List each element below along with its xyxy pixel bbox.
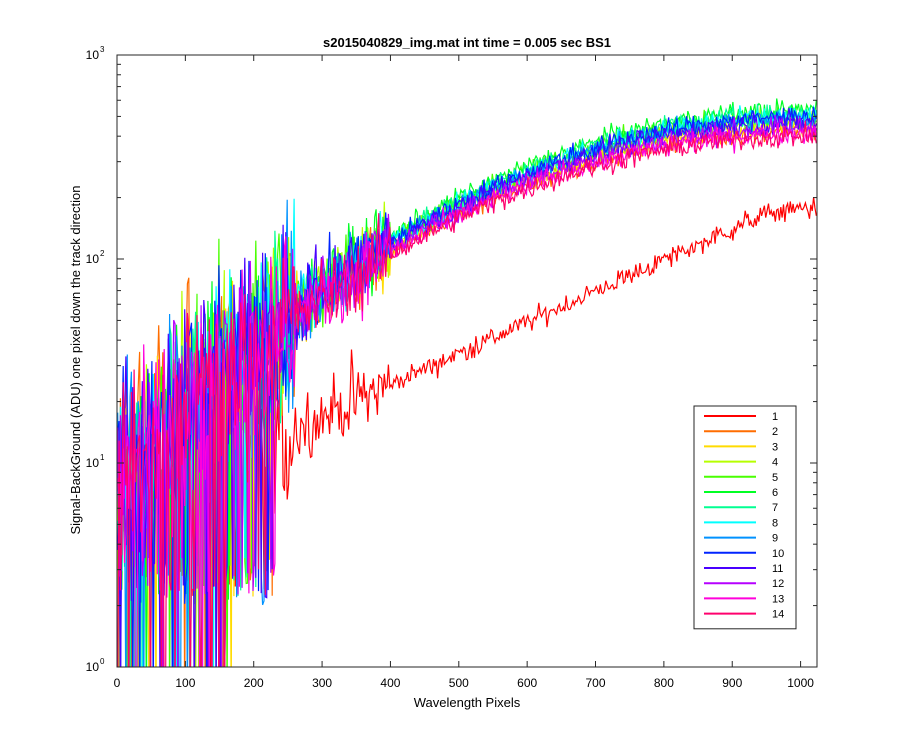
legend-label-7: 7 [772,502,778,514]
y-tick-label: 10 [86,252,100,266]
legend-label-9: 9 [772,533,778,545]
legend-label-5: 5 [772,472,778,484]
x-tick-label: 500 [449,676,469,690]
legend-label-1: 1 [772,411,778,423]
legend-label-14: 14 [772,609,784,621]
legend-label-10: 10 [772,548,784,560]
legend-label-8: 8 [772,517,778,529]
x-tick-label: 800 [654,676,674,690]
series-line-11 [117,108,817,667]
series-line-13 [117,122,817,667]
x-tick-label: 700 [586,676,606,690]
x-tick-label: 300 [312,676,332,690]
legend-label-11: 11 [772,563,783,575]
legend-label-4: 4 [772,457,778,469]
legend-label-12: 12 [772,578,784,590]
series-line-14 [117,120,817,667]
x-tick-label: 900 [722,676,742,690]
y-tick-label: 10 [86,456,100,470]
x-tick-label: 1000 [787,676,814,690]
x-tick-label: 400 [380,676,400,690]
legend-box [693,405,797,630]
y-tick-exponent: 2 [100,249,105,258]
legend-label-13: 13 [772,593,784,605]
y-axis-label: Signal-BackGround (ADU) one pixel down t… [68,185,83,534]
chart-title: s2015040829_img.mat int time = 0.005 sec… [323,35,611,50]
y-tick-label: 10 [86,48,100,62]
legend-label-6: 6 [772,487,778,499]
y-tick-exponent: 3 [100,45,105,54]
y-tick-exponent: 0 [100,657,105,666]
axes-box [116,54,818,668]
x-tick-label: 600 [517,676,537,690]
x-tick-label: 0 [114,676,121,690]
x-tick-label: 200 [244,676,264,690]
x-axis-label: Wavelength Pixels [414,695,521,710]
legend-label-3: 3 [772,441,778,453]
legend-label-2: 2 [772,426,778,438]
series-group [117,98,817,667]
y-tick-label: 10 [86,660,100,674]
x-tick-label: 100 [175,676,195,690]
y-tick-exponent: 1 [100,453,105,462]
